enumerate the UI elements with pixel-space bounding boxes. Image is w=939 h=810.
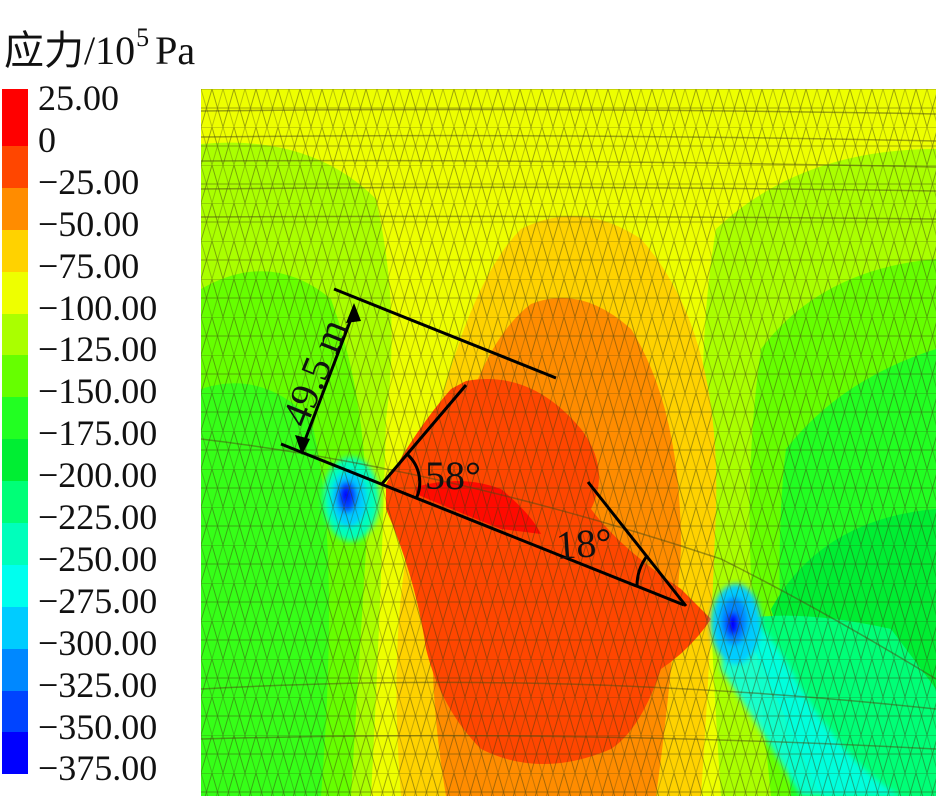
colorbar — [2, 89, 28, 775]
colorbar-swatch — [2, 89, 28, 146]
colorbar-swatch — [2, 146, 28, 188]
colorbar-swatch — [2, 690, 28, 733]
colorbar-swatch — [2, 481, 28, 524]
colorbar-swatch — [2, 397, 28, 440]
colorbar-tick-label: −250.00 — [38, 538, 158, 579]
colorbar-tick-label: −75.00 — [38, 245, 140, 286]
colorbar-swatch — [2, 564, 28, 607]
colorbar-swatch — [2, 187, 28, 230]
stress-contour-plot: 49.5 m 58° 18° — [201, 89, 936, 796]
colorbar-tick-label: −175.00 — [38, 413, 158, 454]
colorbar-swatch — [2, 355, 28, 398]
colorbar-tick-label: 25.00 — [38, 78, 119, 118]
colorbar-swatch — [2, 313, 28, 356]
colorbar-tick-label: 0 — [38, 119, 56, 160]
annotation-lines — [280, 287, 688, 607]
angle-label-58: 58° — [425, 453, 481, 498]
colorbar-tick-label: −50.00 — [38, 203, 140, 244]
colorbar-tick-label: −225.00 — [38, 497, 158, 537]
colorbar-tick-label: −275.00 — [38, 580, 158, 621]
colorbar-swatch — [2, 439, 28, 482]
colorbar-tick-label: −200.00 — [38, 455, 158, 496]
colorbar-tick-label: −350.00 — [38, 706, 158, 747]
colorbar-tick-label: −25.00 — [38, 161, 140, 202]
arrowhead-down — [295, 435, 310, 455]
colorbar-tick-label: −325.00 — [38, 664, 158, 705]
colorbar-swatch — [2, 732, 28, 775]
colorbar-swatch — [2, 271, 28, 314]
colorbar-swatch — [2, 229, 28, 272]
colorbar-swatch — [2, 523, 28, 565]
arrowhead-up — [346, 303, 361, 323]
colorbar-tick-label: −150.00 — [38, 371, 158, 412]
fe-mesh — [201, 89, 936, 796]
colorbar-swatch — [2, 606, 28, 649]
angle-label-18: 18° — [554, 519, 613, 568]
colorbar-tick-label: −300.00 — [38, 622, 158, 663]
colorbar-tick-label: −125.00 — [38, 329, 158, 370]
title-main: 应力/10 — [4, 28, 136, 73]
colorbar-swatch — [2, 648, 28, 691]
colorbar-tick-label: −375.00 — [38, 748, 158, 789]
title-unit: Pa — [155, 28, 196, 73]
colorbar-title: 应力/105 Pa — [4, 14, 195, 75]
colorbar-tick-label: −100.00 — [38, 287, 158, 328]
title-exponent: 5 — [136, 23, 150, 52]
